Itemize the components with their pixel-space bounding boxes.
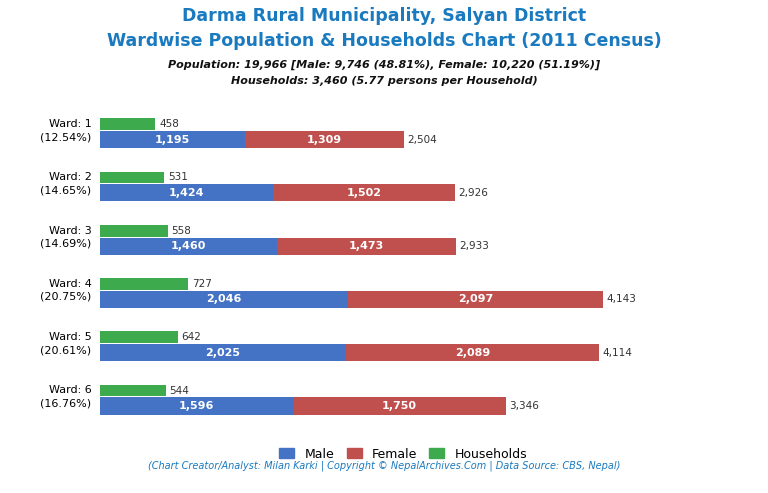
Text: (Chart Creator/Analyst: Milan Karki | Copyright © NepalArchives.Com | Data Sourc: (Chart Creator/Analyst: Milan Karki | Co… xyxy=(147,460,621,471)
Text: 4,114: 4,114 xyxy=(603,348,633,358)
Text: 2,025: 2,025 xyxy=(205,348,240,358)
Text: 642: 642 xyxy=(181,332,201,342)
Legend: Male, Female, Households: Male, Female, Households xyxy=(274,443,532,465)
Bar xyxy=(100,291,348,308)
Text: 3,346: 3,346 xyxy=(509,401,539,411)
Text: 1,502: 1,502 xyxy=(346,188,381,198)
Text: Wardwise Population & Households Chart (2011 Census): Wardwise Population & Households Chart (… xyxy=(107,32,661,50)
Bar xyxy=(100,225,167,237)
Text: 4,143: 4,143 xyxy=(606,294,636,305)
Bar xyxy=(100,278,188,290)
Bar xyxy=(293,397,506,415)
Bar xyxy=(100,118,155,130)
Text: 531: 531 xyxy=(168,173,188,182)
Text: 558: 558 xyxy=(171,226,191,236)
Text: Population: 19,966 [Male: 9,746 (48.81%), Female: 10,220 (51.19%)]: Population: 19,966 [Male: 9,746 (48.81%)… xyxy=(168,60,600,70)
Text: 2,504: 2,504 xyxy=(407,135,437,144)
Text: 2,046: 2,046 xyxy=(207,294,242,305)
Text: 1,424: 1,424 xyxy=(168,188,204,198)
Bar xyxy=(245,131,404,148)
Text: 2,089: 2,089 xyxy=(455,348,490,358)
Text: 727: 727 xyxy=(192,279,211,289)
Bar xyxy=(100,397,293,415)
Text: 2,926: 2,926 xyxy=(458,188,488,198)
Text: Darma Rural Municipality, Salyan District: Darma Rural Municipality, Salyan Distric… xyxy=(182,7,586,26)
Text: 1,473: 1,473 xyxy=(349,241,384,251)
Text: 1,195: 1,195 xyxy=(154,135,190,144)
Text: 544: 544 xyxy=(170,386,190,395)
Bar xyxy=(100,172,164,183)
Bar xyxy=(346,344,599,361)
Text: 458: 458 xyxy=(159,119,179,129)
Text: 1,309: 1,309 xyxy=(306,135,342,144)
Text: 1,596: 1,596 xyxy=(179,401,214,411)
Bar xyxy=(348,291,603,308)
Text: 1,750: 1,750 xyxy=(382,401,417,411)
Bar xyxy=(100,238,277,255)
Bar xyxy=(273,184,455,202)
Text: Households: 3,460 (5.77 persons per Household): Households: 3,460 (5.77 persons per Hous… xyxy=(230,76,538,86)
Bar xyxy=(100,184,273,202)
Text: 2,097: 2,097 xyxy=(458,294,493,305)
Bar xyxy=(100,331,177,343)
Bar xyxy=(277,238,455,255)
Text: 1,460: 1,460 xyxy=(170,241,206,251)
Bar xyxy=(100,344,346,361)
Text: 2,933: 2,933 xyxy=(459,241,489,251)
Bar xyxy=(100,385,166,396)
Bar xyxy=(100,131,245,148)
